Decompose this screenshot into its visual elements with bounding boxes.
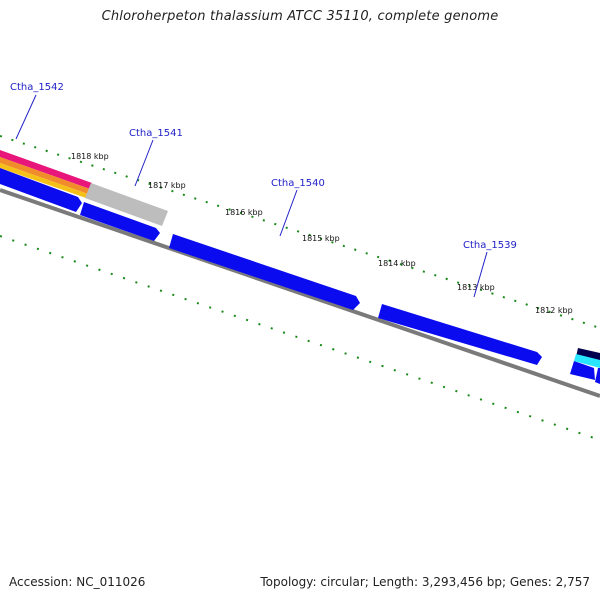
kbp-label: 1818 kbp: [71, 152, 109, 161]
kbp-label: 1815 kbp: [302, 234, 340, 243]
kbp-label: 1817 kbp: [148, 181, 186, 190]
gene-arrow: [80, 202, 160, 241]
genome-summary-text: Topology: circular; Length: 3,293,456 bp…: [260, 575, 590, 589]
kbp-label: 1812 kbp: [535, 306, 573, 315]
genome-backbone: [0, 188, 600, 398]
gene-label-ctha-1542[interactable]: Ctha_1542: [10, 82, 64, 93]
gene-label-ctha-1539[interactable]: Ctha_1539: [463, 240, 517, 251]
gene-arrow: [169, 234, 360, 310]
gene-arrow: [0, 168, 82, 212]
kbp-label: 1816 kbp: [225, 208, 263, 217]
genome-title: Chloroherpeton thalassium ATCC 35110, co…: [101, 9, 499, 24]
gene-arrow: [378, 304, 542, 365]
gene-arrow: [595, 368, 600, 384]
kbp-label: 1814 kbp: [378, 259, 416, 268]
feature-bands: [0, 150, 168, 226]
gene-leader-lines: [15, 94, 488, 298]
accession-text: Accession: NC_011026: [9, 575, 146, 589]
inner-dot-track: [0, 235, 600, 441]
gene-label-ctha-1540[interactable]: Ctha_1540: [271, 178, 325, 189]
outer-dot-track: [0, 135, 600, 329]
gene-arrow: [570, 361, 595, 380]
gene-arrows[interactable]: [0, 168, 600, 384]
gene-label-ctha-1541[interactable]: Ctha_1541: [129, 128, 183, 139]
kbp-label: 1813 kbp: [457, 283, 495, 292]
